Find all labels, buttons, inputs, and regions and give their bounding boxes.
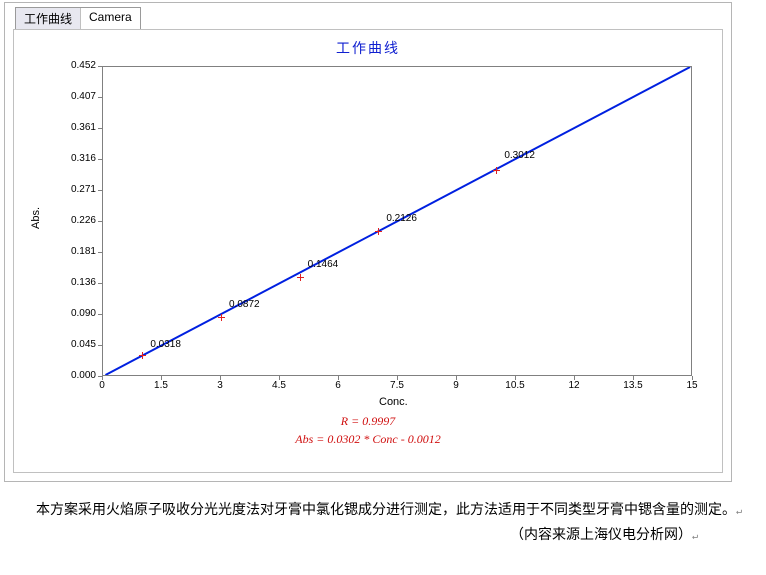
data-point-marker	[375, 228, 382, 235]
chart-panel: 工作曲线 Camera 工作曲线 0.0318 0.0872 0.1464 0.212…	[4, 2, 732, 482]
x-tick-label: 0	[86, 380, 118, 391]
x-tick-mark	[574, 376, 575, 380]
x-tick-mark	[102, 376, 103, 380]
y-tick-label: 0.181	[54, 246, 96, 257]
y-tick-label: 0.090	[54, 308, 96, 319]
plot-area: 0.0318 0.0872 0.1464 0.2126 0.3012	[102, 66, 692, 376]
data-point-marker	[297, 274, 304, 281]
y-tick-label: 0.361	[54, 122, 96, 133]
chart-inner-frame: 工作曲线 0.0318 0.0872 0.1464 0.2126 0.3012 Abs.…	[13, 29, 723, 473]
data-point-label: 0.0318	[150, 339, 181, 350]
y-tick-mark	[98, 159, 102, 160]
x-tick-label: 4.5	[263, 380, 295, 391]
data-point-label: 0.1464	[308, 259, 339, 270]
data-point-label: 0.2126	[386, 213, 417, 224]
x-tick-mark	[692, 376, 693, 380]
data-point-marker	[218, 314, 225, 321]
y-tick-mark	[98, 221, 102, 222]
y-tick-mark	[98, 128, 102, 129]
y-tick-mark	[98, 314, 102, 315]
x-tick-label: 6	[322, 380, 354, 391]
r-value-text: R = 0.9997	[14, 414, 722, 429]
y-tick-label: 0.136	[54, 277, 96, 288]
tab-bar: 工作曲线 Camera	[15, 7, 141, 30]
y-tick-mark	[98, 97, 102, 98]
y-tick-mark	[98, 345, 102, 346]
x-tick-mark	[338, 376, 339, 380]
x-tick-label: 10.5	[499, 380, 531, 391]
x-axis-label: Conc.	[379, 396, 408, 408]
description-paragraph: 本方案采用火焰原子吸收分光光度法对牙膏中氯化锶成分进行测定，此方法适用于不同类型…	[8, 498, 758, 523]
data-point-marker	[493, 167, 500, 174]
y-tick-label: 0.045	[54, 339, 96, 350]
tab-camera[interactable]: Camera	[81, 8, 140, 29]
y-tick-label: 0.452	[54, 60, 96, 71]
x-tick-mark	[515, 376, 516, 380]
y-tick-mark	[98, 190, 102, 191]
x-tick-mark	[456, 376, 457, 380]
source-line: （内容来源上海仪电分析网）↵	[8, 523, 758, 548]
x-tick-label: 1.5	[145, 380, 177, 391]
equation-text: Abs = 0.0302 * Conc - 0.0012	[14, 432, 722, 447]
data-point-marker	[139, 352, 146, 359]
x-tick-label: 3	[204, 380, 236, 391]
x-tick-mark	[633, 376, 634, 380]
y-tick-mark	[98, 252, 102, 253]
y-tick-label: 0.407	[54, 91, 96, 102]
x-tick-label: 13.5	[617, 380, 649, 391]
source-text: （内容来源上海仪电分析网）	[510, 528, 692, 543]
y-tick-mark	[98, 66, 102, 67]
y-tick-mark	[98, 283, 102, 284]
x-tick-label: 7.5	[381, 380, 413, 391]
x-tick-mark	[220, 376, 221, 380]
data-point-label: 0.0872	[229, 299, 260, 310]
return-mark-icon: ↵	[736, 506, 742, 517]
return-mark-icon: ↵	[692, 531, 698, 542]
chart-title: 工作曲线	[14, 38, 722, 58]
x-tick-mark	[397, 376, 398, 380]
y-axis-label: Abs.	[30, 207, 42, 229]
x-tick-mark	[279, 376, 280, 380]
description-text: 本方案采用火焰原子吸收分光光度法对牙膏中氯化锶成分进行测定，此方法适用于不同类型…	[36, 503, 736, 518]
y-tick-label: 0.271	[54, 184, 96, 195]
y-tick-label: 0.226	[54, 215, 96, 226]
x-tick-label: 9	[440, 380, 472, 391]
x-tick-mark	[161, 376, 162, 380]
y-tick-label: 0.316	[54, 153, 96, 164]
body-text-block: 本方案采用火焰原子吸收分光光度法对牙膏中氯化锶成分进行测定，此方法适用于不同类型…	[8, 498, 758, 548]
tab-working-curve[interactable]: 工作曲线	[16, 8, 81, 29]
data-point-label: 0.3012	[504, 150, 535, 161]
x-tick-label: 12	[558, 380, 590, 391]
x-tick-label: 15	[676, 380, 708, 391]
